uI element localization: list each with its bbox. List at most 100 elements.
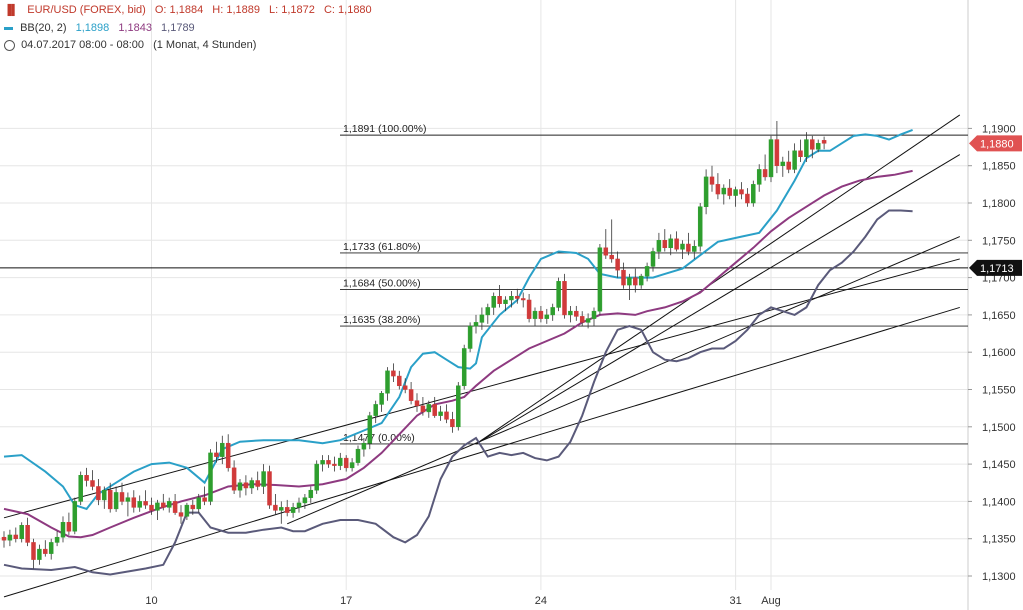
candle-body	[379, 392, 384, 405]
candle-body	[25, 525, 30, 543]
candle-body	[615, 258, 620, 271]
grid	[0, 0, 969, 610]
trendline	[475, 154, 961, 445]
candle-body	[621, 269, 626, 286]
candle-body	[804, 139, 809, 157]
candle-body	[815, 143, 821, 150]
time-range: 04.07.2017 08:00 - 08:00	[21, 39, 145, 51]
candle-body	[178, 512, 184, 517]
time-legend: 04.07.2017 08:00 - 08:00 (1 Monat, 4 Stu…	[4, 39, 262, 51]
candle-body	[172, 501, 178, 513]
candle-body	[391, 370, 396, 377]
bollinger-bands	[3, 128, 913, 576]
x-tick-label: 24	[535, 595, 547, 607]
candle-body	[225, 442, 231, 469]
close-value: C: 1,1880	[323, 4, 372, 16]
candle-body	[338, 457, 343, 466]
symbol-label: EUR/USD (FOREX, bid)	[27, 4, 146, 16]
candle-body	[385, 370, 390, 394]
candle-body	[84, 475, 89, 481]
candle-body	[332, 463, 337, 466]
candle-body	[426, 404, 432, 413]
y-tick-label: 1,1400	[982, 496, 1016, 508]
fibonacci-levels: 1,1891 (100.00%) 1,1733 (61.80%) 1,1684 (5…	[0, 123, 968, 445]
candle-body	[402, 385, 408, 390]
candle-body	[361, 442, 367, 450]
y-tick-label: 1,1900	[982, 123, 1016, 135]
candle-body	[467, 325, 473, 349]
candle-body	[243, 482, 249, 489]
candle-body	[373, 404, 378, 416]
candle-body	[786, 161, 791, 170]
candle-body	[302, 497, 308, 504]
candle-body	[367, 415, 373, 444]
candle-body	[48, 542, 54, 554]
fib-label: 1,1477 (0.00%)	[343, 432, 415, 444]
candle-body	[680, 243, 685, 250]
candle-body	[190, 504, 196, 510]
candle-body	[491, 296, 496, 308]
candle-body	[709, 176, 715, 185]
horizontal-level-badge: 1,1713	[969, 259, 1022, 276]
candle-body	[450, 419, 455, 428]
candle-body	[166, 501, 172, 508]
candle-body	[503, 299, 508, 304]
candle-body	[697, 206, 703, 247]
candle-body	[37, 548, 42, 560]
candle-body	[473, 322, 479, 327]
open-value: O: 1,1884	[154, 4, 204, 16]
candle-body	[214, 452, 219, 457]
candle-body	[520, 298, 526, 301]
candle-body	[574, 310, 579, 317]
candle-body	[355, 448, 361, 463]
candles	[1, 120, 827, 569]
bb-label: BB(20, 2)	[20, 22, 67, 34]
y-tick-label: 1,1850	[982, 161, 1016, 173]
high-value: H: 1,1889	[212, 4, 260, 16]
candle-body	[756, 169, 762, 185]
candle-body	[320, 460, 325, 465]
candle-body	[550, 307, 555, 316]
candle-body	[397, 375, 402, 387]
candle-body	[798, 150, 803, 157]
candle-body	[733, 189, 738, 196]
candle-body	[461, 348, 467, 387]
candle-body	[60, 522, 66, 538]
y-tick-label: 1,1600	[982, 347, 1016, 359]
candle-body	[438, 411, 443, 416]
candle-body	[692, 246, 697, 252]
candle-body	[414, 400, 420, 407]
bb-legend: BB(20, 2) 1,1898 1,1843 1,1789	[4, 22, 201, 34]
horizontal-level-badge-label: 1,1713	[980, 263, 1014, 275]
candle-body	[650, 251, 656, 267]
candle-body	[662, 240, 668, 249]
candle-body	[456, 385, 461, 428]
candle-body	[668, 238, 673, 249]
candle-body	[479, 314, 485, 323]
y-axis: 1,1300 1,1350 1,1400 1,1450 1,1500 1,1550 1,16…	[968, 123, 1016, 583]
candle-body	[131, 497, 137, 508]
x-axis: 10 17 24 31 Aug	[145, 595, 780, 607]
candle-body	[509, 296, 514, 301]
candle-body	[674, 238, 679, 250]
candle-body	[597, 247, 603, 312]
candle-body	[107, 489, 113, 510]
y-tick-label: 1,1800	[982, 198, 1016, 210]
y-tick-label: 1,1450	[982, 459, 1016, 471]
trendline	[475, 114, 961, 445]
candle-body	[644, 266, 650, 277]
price-badges: 1,1880 1,1713	[969, 135, 1022, 276]
bb-lower-value: 1,1789	[161, 22, 195, 34]
candle-body	[155, 502, 160, 511]
candle-body	[497, 296, 502, 304]
candle-body	[261, 471, 266, 487]
current-price-badge: 1,1880	[969, 135, 1022, 152]
candle-body	[444, 411, 449, 420]
candle-body	[19, 525, 24, 539]
candle-body	[727, 187, 732, 196]
candle-body	[562, 281, 567, 316]
candle-body	[308, 489, 314, 498]
candle-body	[526, 299, 532, 319]
candle-body	[544, 314, 550, 319]
